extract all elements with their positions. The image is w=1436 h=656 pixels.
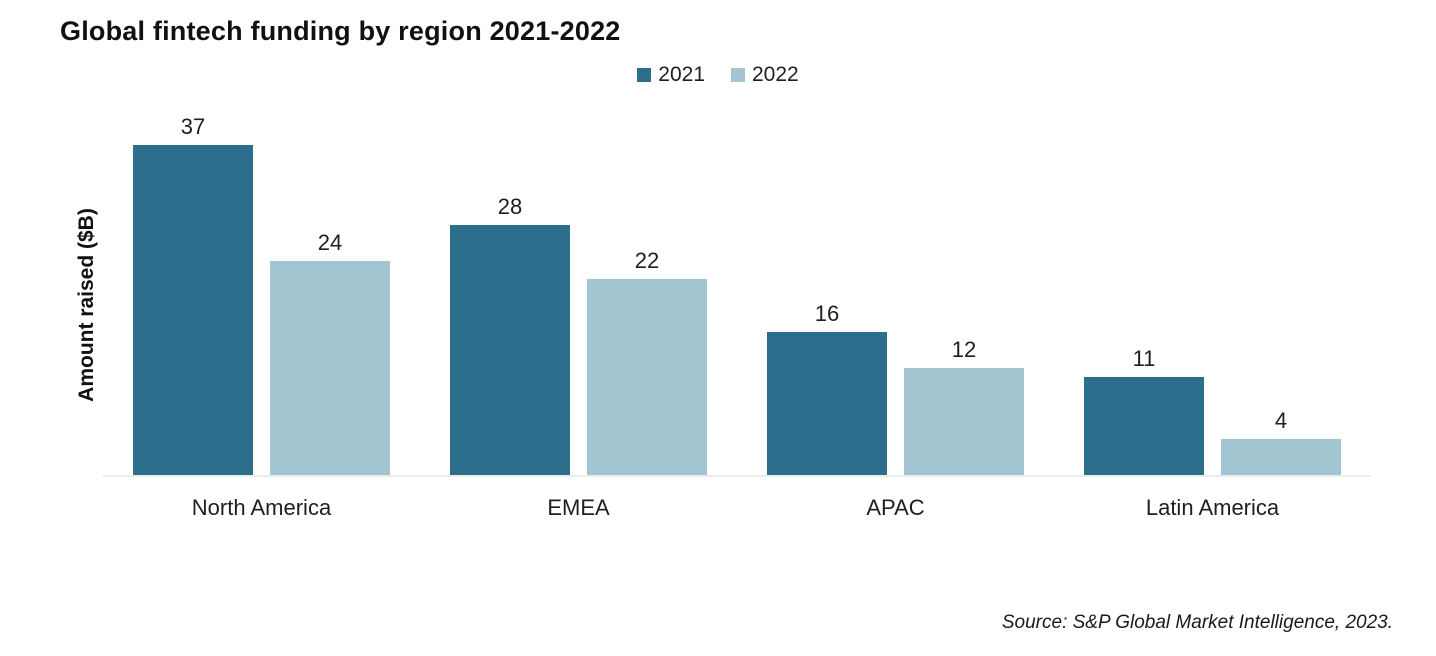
bar-group-emea: 28 22 EMEA bbox=[450, 196, 707, 520]
bar-value-label: 16 bbox=[814, 301, 840, 326]
bar-value-label: 11 bbox=[1132, 346, 1156, 371]
bar-apac-2021 bbox=[767, 332, 887, 475]
legend-item-2021: 2021 bbox=[637, 63, 705, 87]
bar-column-emea-2022: 22 bbox=[587, 250, 707, 475]
bar-column-north-america-2021: 37 bbox=[133, 116, 253, 475]
category-label-apac: APAC bbox=[866, 495, 925, 520]
bar-latin-america-2021 bbox=[1084, 377, 1204, 475]
bar-value-label: 4 bbox=[1274, 408, 1288, 433]
bar-apac-2022 bbox=[904, 368, 1024, 475]
category-label-north-america: North America bbox=[191, 495, 332, 520]
bar-column-north-america-2022: 24 bbox=[270, 232, 390, 475]
category-label-emea: EMEA bbox=[547, 495, 610, 520]
y-axis-label: Amount raised ($B) bbox=[75, 208, 98, 402]
bar-column-apac-2022: 12 bbox=[904, 339, 1024, 475]
bar-emea-2021 bbox=[450, 225, 570, 475]
bar-north-america-2021 bbox=[133, 145, 253, 475]
source-caption: Source: S&P Global Market Intelligence, … bbox=[1001, 612, 1393, 633]
bar-value-label: 37 bbox=[180, 114, 206, 139]
bar-column-apac-2021: 16 bbox=[767, 303, 887, 475]
bar-group-apac: 16 12 APAC bbox=[767, 303, 1024, 520]
bar-value-label: 12 bbox=[951, 337, 977, 362]
legend-item-2022: 2022 bbox=[731, 63, 799, 87]
bar-column-latin-america-2022: 4 bbox=[1221, 410, 1341, 475]
bar-column-latin-america-2021: 11 bbox=[1084, 348, 1204, 475]
legend-label-2022: 2022 bbox=[752, 63, 799, 86]
legend-swatch-2022-icon bbox=[731, 68, 745, 82]
bar-group-latin-america: 11 4 Latin America bbox=[1084, 348, 1341, 520]
bar-column-emea-2021: 28 bbox=[450, 196, 570, 475]
legend-swatch-2021-icon bbox=[637, 68, 652, 82]
bar-value-label: 22 bbox=[634, 248, 660, 273]
plot-area: 37 24 North America 28 22 EMEA 16 12 APAC 11 4 Lati… bbox=[103, 116, 1371, 520]
category-label-latin-america: Latin America bbox=[1145, 495, 1280, 520]
bar-latin-america-2022 bbox=[1221, 439, 1341, 475]
legend-label-2021: 2021 bbox=[658, 63, 705, 86]
bar-value-label: 24 bbox=[317, 230, 343, 255]
bar-value-label: 28 bbox=[497, 194, 523, 219]
legend: 2021 2022 bbox=[0, 63, 1436, 87]
chart-title: Global fintech funding by region 2021-20… bbox=[60, 16, 621, 46]
bar-north-america-2022 bbox=[270, 261, 390, 475]
bar-emea-2022 bbox=[587, 279, 707, 475]
bar-group-north-america: 37 24 North America bbox=[133, 116, 390, 520]
